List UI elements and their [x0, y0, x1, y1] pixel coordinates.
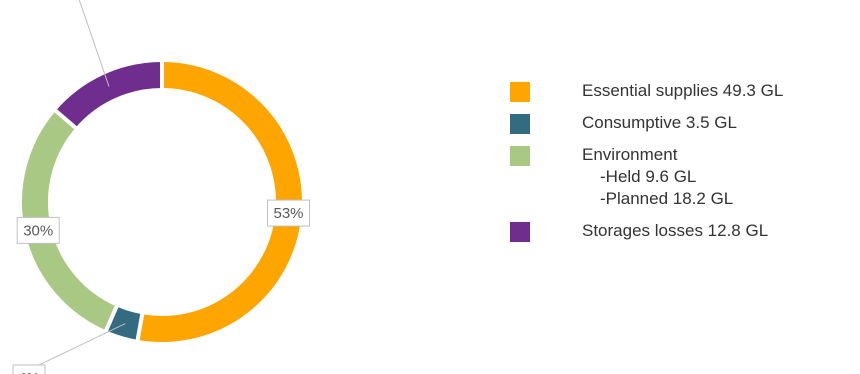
legend-item-consumptive: Consumptive 3.5 GL	[510, 112, 860, 134]
leader-line-consumptive	[36, 323, 126, 367]
data-label-consumptive: 4%	[18, 370, 40, 374]
slice-essential-supplies	[134, 57, 306, 346]
legend-swatch-environment	[510, 146, 530, 166]
data-label-essential-supplies: 53%	[273, 205, 303, 222]
legend-item-essential-supplies: Essential supplies 49.3 GL	[510, 80, 860, 102]
legend-label-storages-losses: Storages losses 12.8 GL	[582, 221, 769, 240]
donut-chart: 53%4%30%13%	[12, 0, 311, 374]
legend-label-essential-supplies: Essential supplies 49.3 GL	[582, 81, 784, 100]
leader-line-storages-losses	[78, 0, 110, 87]
legend-swatch-consumptive	[510, 114, 530, 134]
leader-lines	[36, 0, 126, 367]
data-label-box-consumptive	[12, 364, 46, 374]
legend-label-environment-title: Environment	[582, 145, 678, 164]
data-labels: 53%4%30%13%	[12, 199, 311, 374]
data-label-box-environment	[16, 216, 60, 244]
slice-storages-losses	[51, 57, 164, 132]
legend-item-storages-losses: Storages losses 12.8 GL	[510, 220, 860, 242]
data-label-box-essential-supplies	[267, 199, 311, 227]
donut-slices	[18, 57, 306, 346]
legend-swatch-essential-supplies	[510, 82, 530, 102]
legend-label-environment: Environment -Held 9.6 GL -Planned 18.2 G…	[582, 144, 733, 210]
data-label-environment: 30%	[23, 222, 53, 239]
legend-label-consumptive: Consumptive 3.5 GL	[582, 113, 737, 132]
legend-item-environment: Environment -Held 9.6 GL -Planned 18.2 G…	[510, 144, 860, 210]
legend-sub-held: -Held 9.6 GL	[600, 167, 697, 186]
legend: Essential supplies 49.3 GL Consumptive 3…	[510, 80, 860, 252]
legend-sub-planned: -Planned 18.2 GL	[600, 189, 734, 208]
legend-swatch-storages-losses	[510, 222, 530, 242]
